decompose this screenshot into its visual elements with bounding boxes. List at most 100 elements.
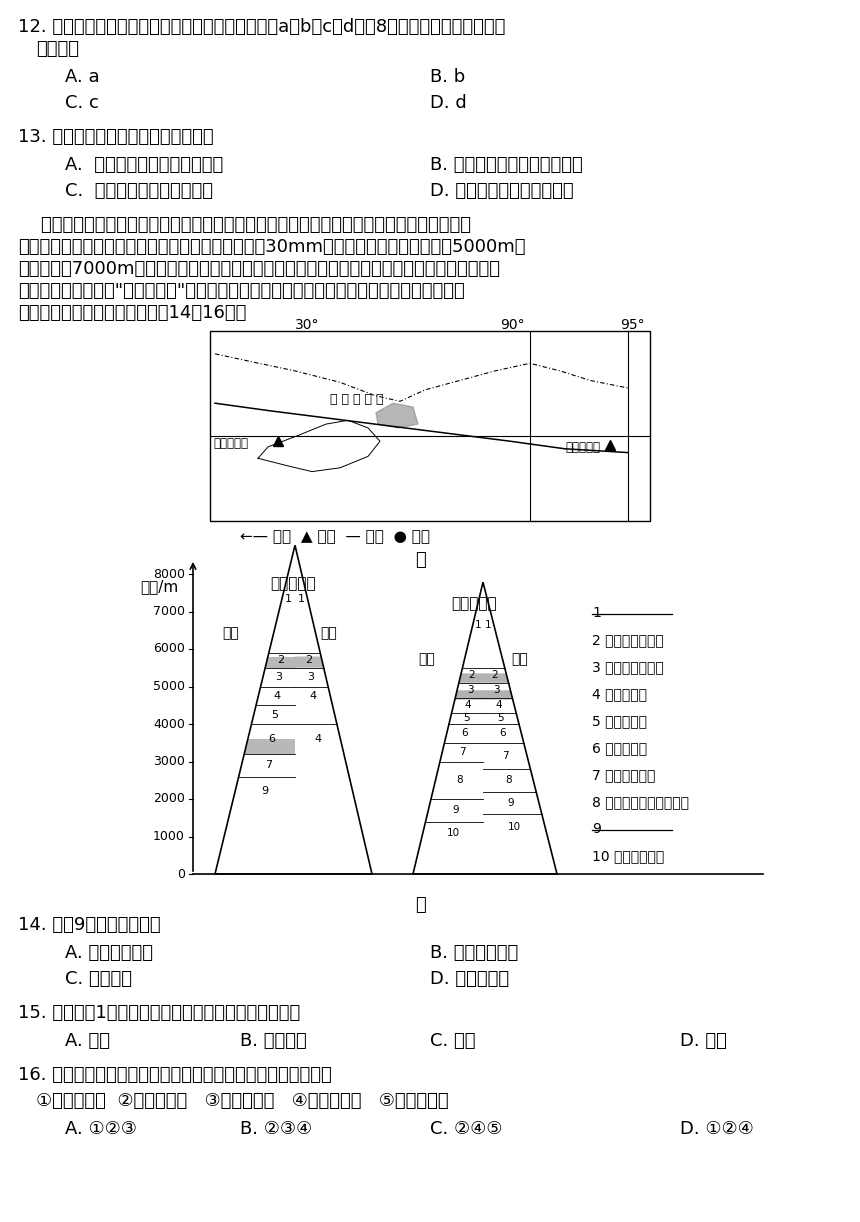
- Text: 8000: 8000: [153, 567, 185, 580]
- Polygon shape: [265, 656, 295, 667]
- Text: 6: 6: [462, 728, 468, 738]
- Text: 3: 3: [494, 686, 500, 695]
- Text: 13. 下列关于甲、乙洋流说法正确的是: 13. 下列关于甲、乙洋流说法正确的是: [18, 128, 213, 145]
- Text: 95°: 95°: [620, 318, 645, 332]
- Text: C. c: C. c: [65, 94, 99, 112]
- Text: 90°: 90°: [500, 318, 525, 332]
- Text: A.  甲洋流沿岸为热带沙漠气候: A. 甲洋流沿岸为热带沙漠气候: [65, 156, 224, 174]
- Text: D. d: D. d: [430, 94, 467, 112]
- Text: 3000: 3000: [153, 755, 185, 767]
- Text: B. 相对高度: B. 相对高度: [240, 1033, 307, 1050]
- Text: 30°: 30°: [295, 318, 320, 332]
- Text: A. a: A. a: [65, 68, 100, 86]
- Text: 1: 1: [298, 594, 304, 604]
- Text: 8: 8: [505, 775, 512, 786]
- Text: 3: 3: [467, 686, 473, 695]
- Bar: [210, 331, 650, 521]
- Text: 珠穆朗玛峰: 珠穆朗玛峰: [213, 437, 248, 450]
- Text: 7 针阔混交林带: 7 针阔混交林带: [592, 767, 655, 782]
- Text: 6: 6: [268, 734, 275, 744]
- Text: 4: 4: [465, 700, 471, 710]
- Text: D. 温度: D. 温度: [680, 1033, 727, 1050]
- Text: 瓦峰垂直自然带分布。据此完成14～16题。: 瓦峰垂直自然带分布。据此完成14～16题。: [18, 304, 246, 323]
- Text: 8: 8: [456, 775, 463, 786]
- Text: 8 常绿阔叶落叶混交林带: 8 常绿阔叶落叶混交林带: [592, 796, 689, 809]
- Text: 15. 导致图中1自然带南坡与北坡分布高度差异的原因是: 15. 导致图中1自然带南坡与北坡分布高度差异的原因是: [18, 1004, 300, 1022]
- Text: 北坡: 北坡: [511, 653, 528, 666]
- Text: 南坡: 南坡: [418, 653, 435, 666]
- Text: 1: 1: [592, 606, 601, 620]
- Text: C. 降水: C. 降水: [430, 1033, 476, 1050]
- Text: 海拔/m: 海拔/m: [140, 579, 178, 594]
- Text: D. 热带雨林带: D. 热带雨林带: [430, 970, 509, 989]
- Text: 4000: 4000: [153, 717, 185, 731]
- Text: 7: 7: [501, 750, 508, 761]
- Text: 5: 5: [497, 714, 504, 723]
- Text: 雅 鲁 藏 布 江: 雅 鲁 藏 布 江: [330, 393, 384, 406]
- Text: 16. 南迎巴瓦峰北坡自然带较珠穆朗玛峰北坡多，其原因主要有: 16. 南迎巴瓦峰北坡自然带较珠穆朗玛峰北坡多，其原因主要有: [18, 1066, 332, 1084]
- Text: 南迎巴瓦峰地处西藏东南部，紧邻雅鲁藏布大峡谷，由变质片麻岩组成，是目前地球上上升: 南迎巴瓦峰地处西藏东南部，紧邻雅鲁藏布大峡谷，由变质片麻岩组成，是目前地球上上升: [18, 216, 471, 233]
- Text: 南迎巴瓦峰: 南迎巴瓦峰: [565, 441, 600, 455]
- Text: C. 针叶林带: C. 针叶林带: [65, 970, 132, 989]
- Text: 7: 7: [265, 760, 272, 770]
- Text: 5000: 5000: [153, 679, 185, 693]
- Text: 10: 10: [507, 822, 520, 832]
- Text: 乙: 乙: [415, 896, 426, 914]
- Text: 3: 3: [307, 672, 314, 682]
- Text: 南坡: 南坡: [222, 626, 239, 640]
- Text: 3: 3: [275, 672, 282, 682]
- Polygon shape: [459, 673, 508, 683]
- Text: 6 暗针叶林带: 6 暗针叶林带: [592, 741, 647, 755]
- Text: 2000: 2000: [153, 793, 185, 805]
- Text: B. b: B. b: [430, 68, 465, 86]
- Text: 2: 2: [278, 655, 285, 665]
- Text: 运动最强烈的地区之一。其山峰高耸陡峻，每年增长30mm，相对切割度大，北坡高差5000m，: 运动最强烈的地区之一。其山峰高耸陡峻，每年增长30mm，相对切割度大，北坡高差5…: [18, 238, 525, 255]
- Text: 7: 7: [459, 747, 466, 758]
- Text: 9: 9: [261, 787, 268, 797]
- Text: 9: 9: [452, 805, 459, 815]
- Text: 2: 2: [469, 670, 475, 681]
- Text: 4: 4: [309, 690, 316, 701]
- Text: 甲: 甲: [415, 551, 426, 569]
- Polygon shape: [244, 739, 295, 754]
- Text: B. 乙洋流沿岸气候向高纬延伸: B. 乙洋流沿岸气候向高纬延伸: [430, 156, 583, 174]
- Text: A. 坡度: A. 坡度: [65, 1033, 110, 1050]
- Text: 10 雨林季雨林带: 10 雨林季雨林带: [592, 849, 664, 863]
- Text: ←— 国界  ▲ 山峰  — 河流  ● 湖泊: ←— 国界 ▲ 山峰 — 河流 ● 湖泊: [240, 529, 430, 544]
- Text: 14. 图中9自然带的名称是: 14. 图中9自然带的名称是: [18, 916, 161, 934]
- Text: 5: 5: [464, 714, 470, 723]
- Polygon shape: [455, 690, 513, 700]
- Polygon shape: [376, 403, 418, 428]
- Text: 6000: 6000: [153, 643, 185, 655]
- Text: 2 高山坠状地衣带: 2 高山坠状地衣带: [592, 633, 664, 646]
- Text: C. ②④⑤: C. ②④⑤: [430, 1121, 502, 1138]
- Text: 10: 10: [446, 827, 459, 838]
- Text: D. ①②④: D. ①②④: [680, 1121, 753, 1138]
- Text: 4: 4: [495, 700, 502, 710]
- Text: 5 灌丛草甸带: 5 灌丛草甸带: [592, 714, 647, 728]
- Text: 1: 1: [485, 620, 492, 631]
- Text: 完整而丰富，被誉为"自然博物馆"。甲图示意南迎巴瓦峰位置，乙图示意珠穆朗玛峰和南迎巴: 完整而丰富，被誉为"自然博物馆"。甲图示意南迎巴瓦峰位置，乙图示意珠穆朗玛峰和南…: [18, 282, 464, 299]
- Text: 2: 2: [491, 670, 498, 681]
- Text: A. 落叶阔叶林带: A. 落叶阔叶林带: [65, 945, 153, 962]
- Text: B. ②③④: B. ②③④: [240, 1121, 312, 1138]
- Text: 4: 4: [273, 690, 280, 701]
- Text: 6: 6: [499, 728, 506, 738]
- Text: 5: 5: [271, 710, 278, 720]
- Text: 北坡: 北坡: [320, 626, 337, 640]
- Text: 0: 0: [177, 868, 185, 881]
- Text: ①相对高度大  ②热量条件好   ③光照条件好   ④水分条件好   ⑤人类影响小: ①相对高度大 ②热量条件好 ③光照条件好 ④水分条件好 ⑤人类影响小: [36, 1092, 449, 1110]
- Text: A. ①②③: A. ①②③: [65, 1121, 137, 1138]
- Text: 12. 通常海水的盐度越高，腐蚀性越强。科考航线上a、b、c、d四处8月表层海水对船舶腐蚀性: 12. 通常海水的盐度越高，腐蚀性越强。科考航线上a、b、c、d四处8月表层海水…: [18, 18, 506, 35]
- Text: 7000: 7000: [153, 605, 185, 618]
- Text: 珠穆朗玛峰: 珠穆朗玛峰: [270, 576, 316, 591]
- Text: D. 乙洋流附近渔业资源丰富: D. 乙洋流附近渔业资源丰富: [430, 182, 574, 200]
- Text: 4 高山草甸带: 4 高山草甸带: [592, 687, 647, 701]
- Text: 1000: 1000: [153, 830, 185, 843]
- Text: 南迎巴瓦峰: 南迎巴瓦峰: [451, 596, 496, 611]
- Text: 4: 4: [314, 734, 322, 744]
- Text: B. 常绿阔叶林带: B. 常绿阔叶林带: [430, 945, 519, 962]
- Text: 9: 9: [592, 822, 601, 836]
- Text: 南坡高差达7000m。南迎巴瓦峰山峰终年积雪、云雾缭绕，山脚热带季雨林广布，植被垂直带谱: 南坡高差达7000m。南迎巴瓦峰山峰终年积雪、云雾缭绕，山脚热带季雨林广布，植被…: [18, 260, 500, 277]
- Text: 9: 9: [507, 798, 514, 808]
